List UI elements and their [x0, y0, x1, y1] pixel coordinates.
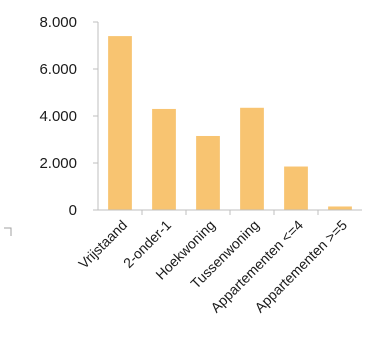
bars [108, 36, 352, 210]
bar [284, 166, 308, 210]
bar [328, 206, 352, 210]
y-tick-label: 6.000 [39, 61, 77, 78]
chart-frame-corner [4, 227, 12, 236]
bar [196, 135, 220, 210]
bar [152, 108, 176, 210]
y-tick-label: 0 [69, 202, 77, 219]
x-category-label: Vrijstaand [75, 217, 130, 272]
x-axis: Vrijstaand2-onder-1HoekwoningTussenwonin… [75, 209, 362, 316]
y-tick-label: 4.000 [39, 108, 77, 125]
y-axis: 0 2.000 4.000 6.000 8.000 [39, 14, 99, 219]
bar [108, 36, 132, 210]
bar [240, 107, 264, 210]
y-tick-label: 2.000 [39, 155, 77, 172]
y-tick-label: 8.000 [39, 14, 77, 31]
